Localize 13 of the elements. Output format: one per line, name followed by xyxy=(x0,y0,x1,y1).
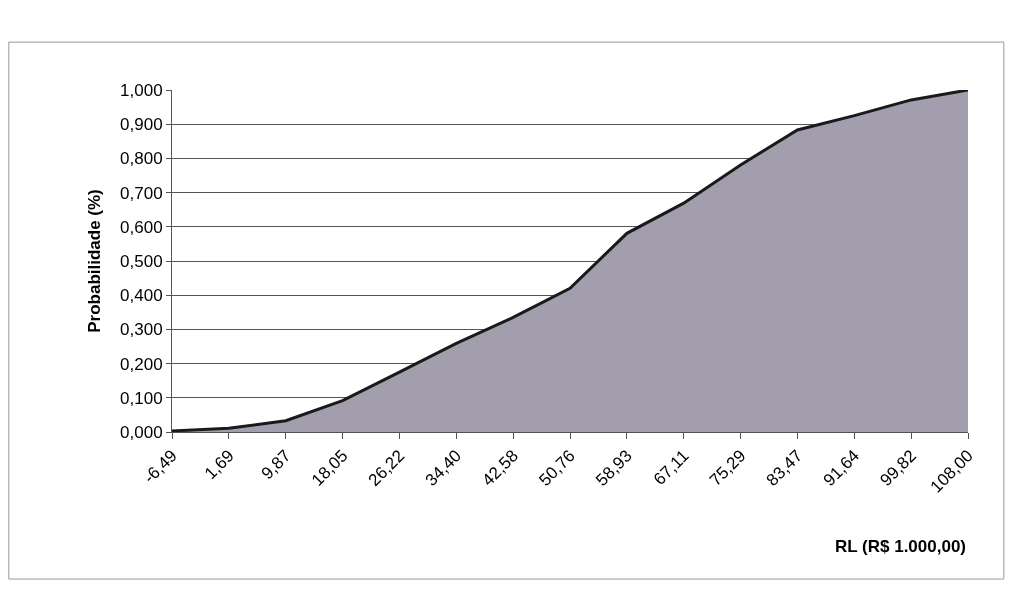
y-tick-label: 0,900 xyxy=(120,115,163,135)
y-tick-label: 0,800 xyxy=(120,149,163,169)
y-tick-label: 0,400 xyxy=(120,286,163,306)
x-axis-title: RL (R$ 1.000,00) xyxy=(835,537,967,556)
y-tick-label: 0,200 xyxy=(120,354,163,374)
y-tick-label: 0,100 xyxy=(120,388,163,408)
y-axis-title: Probabilidade (%) xyxy=(84,189,104,333)
y-tick-label: 0,000 xyxy=(120,422,163,442)
y-tick-label: 0,700 xyxy=(120,183,163,203)
y-tick-label: 1,000 xyxy=(120,80,163,100)
y-tick-label: 0,300 xyxy=(120,320,163,340)
y-tick-label: 0,500 xyxy=(120,251,163,271)
y-tick-label: 0,600 xyxy=(120,217,163,237)
